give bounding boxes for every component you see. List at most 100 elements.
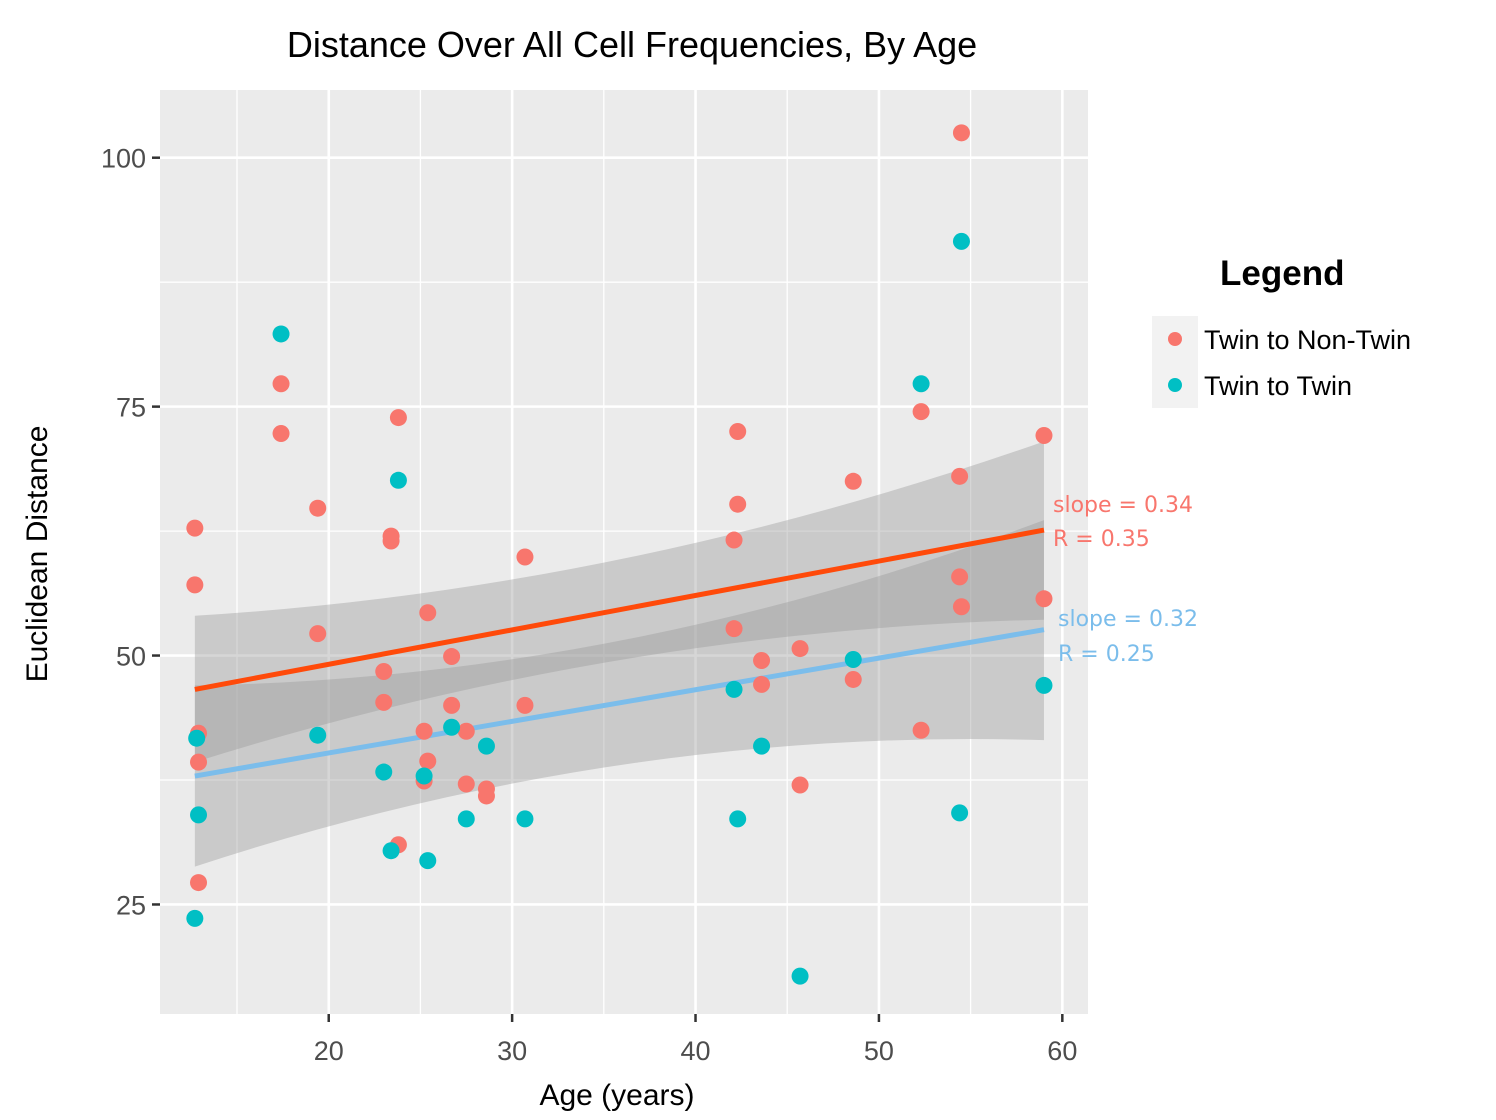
data-point — [389, 409, 407, 427]
annotation-slope-twin: slope = 0.32 — [1058, 607, 1198, 632]
data-point — [457, 775, 475, 793]
legend-item-twin-to-twin: Twin to Twin — [1152, 362, 1352, 408]
legend-key-dot — [1168, 378, 1182, 392]
data-point — [457, 810, 475, 828]
data-point — [382, 532, 400, 550]
data-point — [516, 810, 534, 828]
data-point — [443, 718, 461, 736]
confidence-band — [194, 441, 1044, 763]
data-point — [375, 763, 393, 781]
data-point — [1035, 590, 1053, 608]
data-point — [753, 675, 771, 693]
data-point — [952, 124, 970, 142]
data-point — [844, 651, 862, 669]
x-tick-label: 50 — [864, 1036, 894, 1066]
data-point — [477, 737, 495, 755]
data-point — [477, 787, 495, 805]
data-point — [457, 722, 475, 740]
x-tick-label: 30 — [497, 1036, 527, 1066]
annotation-r-twin: R = 0.25 — [1058, 642, 1155, 667]
data-point — [516, 548, 534, 566]
data-point — [190, 806, 208, 824]
data-point — [309, 726, 327, 744]
data-point — [443, 696, 461, 714]
data-point — [190, 753, 208, 771]
x-axis: 20 30 40 50 60 — [314, 1014, 1077, 1066]
confidence-band — [194, 520, 1044, 867]
data-point — [951, 568, 969, 586]
y-tick-label: 100 — [101, 144, 146, 174]
data-point — [729, 423, 747, 441]
confidence-bands — [194, 441, 1044, 867]
data-point — [725, 620, 743, 638]
annotations: slope = 0.34 R = 0.35 slope = 0.32 R = 0… — [1053, 493, 1198, 667]
data-point — [272, 325, 290, 343]
data-point — [791, 640, 809, 658]
y-tick-label: 25 — [116, 890, 146, 920]
data-point — [382, 842, 400, 860]
data-point — [729, 495, 747, 513]
data-point — [791, 967, 809, 985]
data-point — [791, 776, 809, 794]
annotation-slope-non-twin: slope = 0.34 — [1053, 493, 1193, 518]
data-point — [389, 471, 407, 489]
data-point — [272, 425, 290, 443]
data-point — [186, 909, 204, 927]
data-point — [419, 852, 437, 870]
data-point — [725, 531, 743, 549]
data-point — [912, 721, 930, 739]
data-point — [912, 403, 930, 421]
x-tick-label: 20 — [314, 1036, 344, 1066]
data-point — [443, 648, 461, 666]
legend-label: Twin to Twin — [1204, 371, 1352, 401]
data-point — [375, 693, 393, 711]
trend-line — [194, 627, 1045, 779]
data-point — [729, 810, 747, 828]
legend: Legend Twin to Non-Twin Twin to Twin — [1152, 254, 1411, 408]
legend-title: Legend — [1220, 254, 1344, 293]
chart-title: Distance Over All Cell Frequencies, By A… — [287, 24, 977, 65]
x-tick-label: 60 — [1047, 1036, 1077, 1066]
data-point — [190, 874, 208, 892]
data-point — [415, 767, 433, 785]
data-point — [753, 652, 771, 670]
y-tick-label: 75 — [116, 393, 146, 423]
legend-label: Twin to Non-Twin — [1204, 325, 1411, 355]
data-point — [844, 670, 862, 688]
data-point — [419, 604, 437, 622]
data-point — [912, 375, 930, 393]
data-point — [844, 472, 862, 490]
data-point — [415, 722, 433, 740]
data-point — [272, 375, 290, 393]
data-point — [951, 804, 969, 822]
data-point — [951, 467, 969, 485]
minor-gridlines — [160, 90, 1088, 1014]
y-axis-title: Euclidean Distance — [21, 426, 54, 683]
data-point — [1035, 427, 1053, 445]
data-point — [186, 519, 204, 537]
data-point — [952, 598, 970, 616]
data-point — [186, 576, 204, 594]
y-tick-label: 50 — [116, 642, 146, 672]
data-point — [753, 737, 771, 755]
data-point — [1035, 676, 1053, 694]
data-point — [375, 662, 393, 680]
data-point — [309, 625, 327, 643]
legend-key-dot — [1168, 332, 1182, 346]
x-tick-label: 40 — [681, 1036, 711, 1066]
x-axis-title: Age (years) — [539, 1079, 694, 1112]
data-point — [188, 729, 206, 747]
major-gridlines — [160, 90, 1088, 1014]
data-point — [952, 232, 970, 250]
trend-lines — [194, 527, 1045, 779]
data-point — [516, 696, 534, 714]
annotation-r-non-twin: R = 0.35 — [1053, 527, 1150, 552]
y-axis: 25 50 75 100 — [101, 144, 160, 920]
data-point — [725, 680, 743, 698]
legend-item-twin-to-non-twin: Twin to Non-Twin — [1152, 316, 1411, 362]
data-point — [309, 499, 327, 517]
trend-line — [194, 527, 1045, 692]
data-points — [186, 124, 1053, 985]
data-point — [419, 752, 437, 770]
